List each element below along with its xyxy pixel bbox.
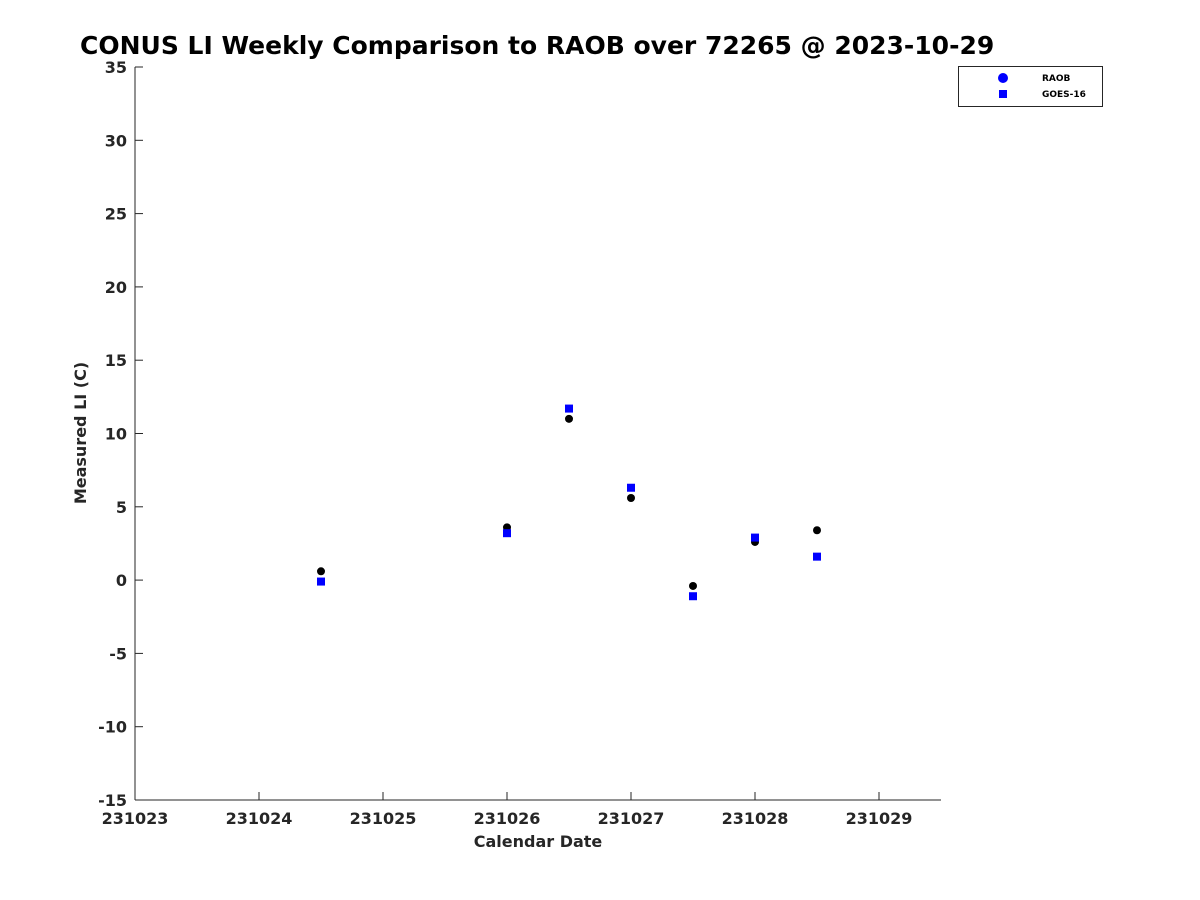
y-tick-label: 25 [105, 205, 127, 224]
x-tick-label: 231028 [722, 809, 789, 828]
x-axis-label: Calendar Date [474, 832, 603, 851]
x-tick-label: 231029 [846, 809, 913, 828]
y-axis-label: Measured LI (C) [71, 362, 90, 504]
x-tick-label: 231026 [474, 809, 541, 828]
y-tick-label: 10 [105, 425, 127, 444]
data-markers [317, 404, 821, 601]
y-tick-label: 30 [105, 131, 127, 150]
raob-point [565, 414, 573, 423]
raob-point [813, 526, 821, 535]
y-tick-label: -5 [109, 644, 127, 663]
goes16-point [813, 552, 821, 561]
y-tick-label: -15 [98, 791, 127, 810]
legend-raob-marker [998, 73, 1008, 83]
goes16-point [503, 529, 511, 538]
goes16-point [565, 404, 573, 413]
goes16-point [689, 592, 697, 601]
goes16-point [751, 533, 759, 542]
legend-goes16-marker [999, 90, 1007, 98]
legend-box [958, 66, 1103, 107]
legend-label: GOES-16 [1042, 90, 1086, 100]
y-tick-label: 20 [105, 278, 127, 297]
legend: RAOB GOES-16 [958, 66, 1103, 107]
x-tick-label: 231025 [350, 809, 417, 828]
x-tick-label: 231027 [598, 809, 665, 828]
y-tick-label: 5 [116, 498, 127, 517]
legend-label: RAOB [1042, 74, 1071, 84]
axes: -15 -10 -5 0 5 10 15 20 25 30 35 231023 231024 231025… [98, 58, 941, 828]
x-tick-label: 231023 [102, 809, 169, 828]
goes16-point [317, 577, 325, 586]
raob-point [317, 567, 325, 576]
x-tick-label: 231024 [226, 809, 293, 828]
y-tick-label: 0 [116, 571, 127, 590]
raob-point [689, 581, 697, 590]
y-tick-label: -10 [98, 718, 127, 737]
goes16-point [627, 483, 635, 492]
y-tick-label: 15 [105, 351, 127, 370]
y-tick-label: 35 [105, 58, 127, 77]
chart-title: CONUS LI Weekly Comparison to RAOB over … [80, 31, 994, 60]
raob-point [627, 494, 635, 503]
